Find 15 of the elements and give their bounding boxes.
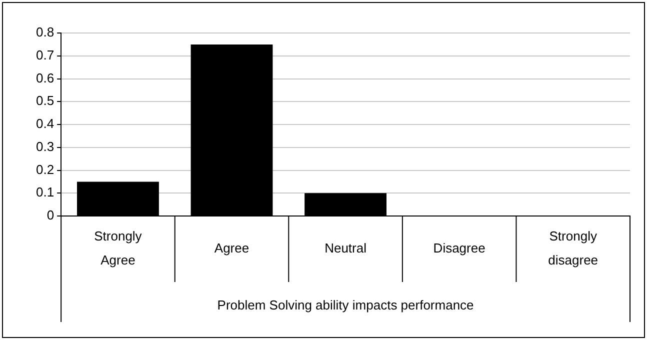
x-tick-label: Strongly Agree <box>94 228 142 268</box>
x-axis-title: Problem Solving ability impacts performance <box>217 298 474 313</box>
y-tick-label: 0 <box>46 208 54 223</box>
y-tick-label: 0.2 <box>36 162 54 177</box>
y-tick-label: 0.8 <box>36 24 54 40</box>
y-tick-label: 0.6 <box>36 70 54 86</box>
x-tick-label: Neutral <box>324 240 367 256</box>
y-tick-label: 0.4 <box>36 116 54 132</box>
y-tick-label: 0.3 <box>36 138 54 154</box>
y-tick-label: 0.5 <box>36 93 54 108</box>
y-tick-label: 0.7 <box>36 47 54 62</box>
x-tick-label: Disagree <box>433 240 486 256</box>
x-tick-label: Strongly disagree <box>548 228 598 268</box>
y-tick-label: 0.1 <box>36 184 54 200</box>
x-tick-label: Agree <box>214 240 250 256</box>
